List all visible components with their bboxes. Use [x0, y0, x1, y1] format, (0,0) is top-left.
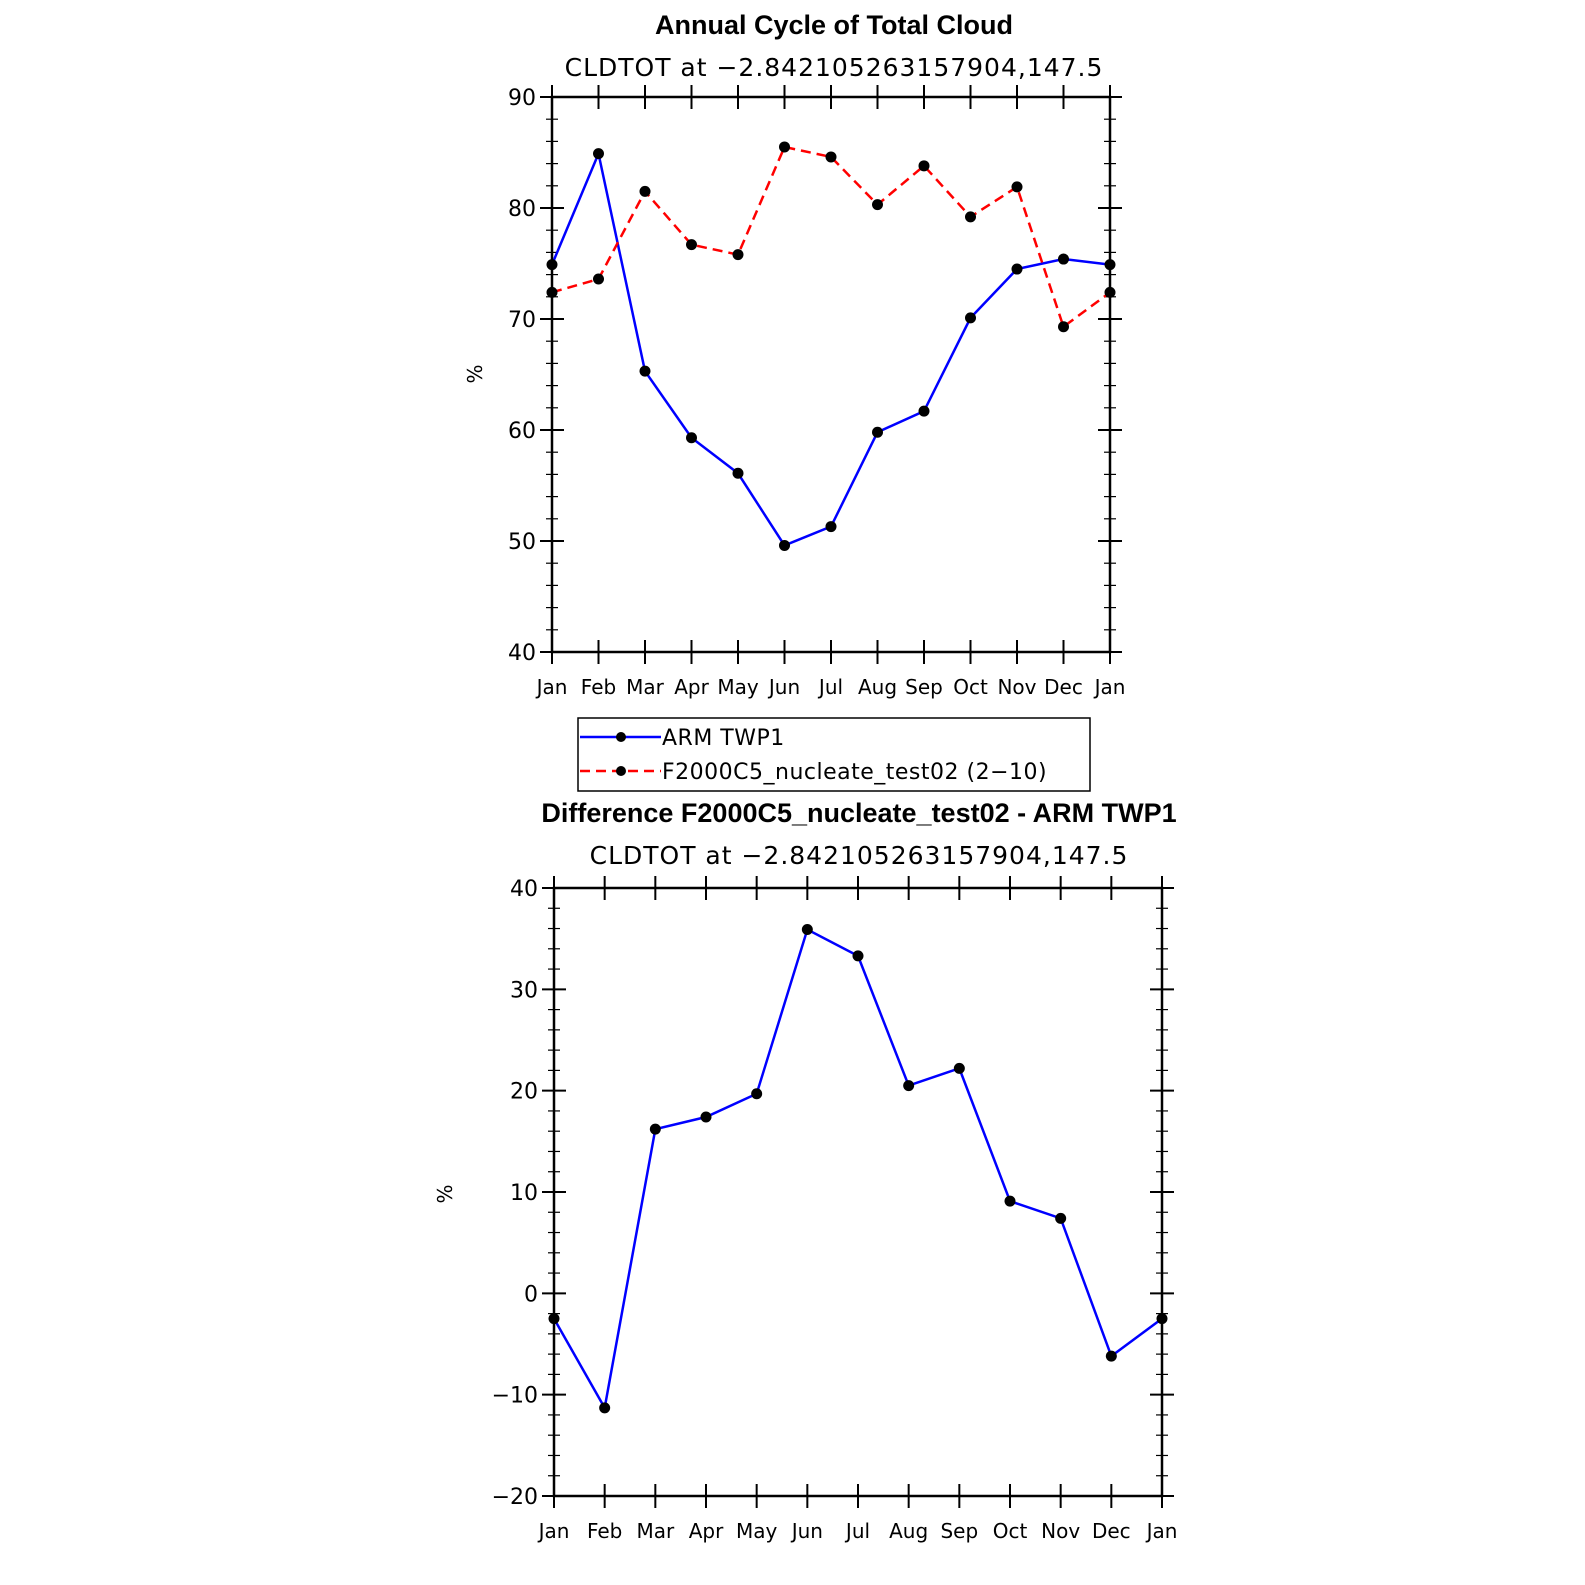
c1-ytick-label: 50 — [508, 530, 536, 555]
c1-series-0-point — [1011, 263, 1023, 275]
c2-plot-frame — [552, 886, 1164, 1498]
c1-series-0-point — [1104, 259, 1116, 271]
c1-series-1-point — [1011, 181, 1023, 193]
chart1-ylabel: % — [463, 364, 487, 383]
c2-xtick-label: Nov — [1041, 1519, 1080, 1543]
chart2-subtitle: CLDTOT at −2.842105263157904,147.5 — [590, 841, 1129, 870]
c2-ytick-label: 10 — [510, 1181, 538, 1206]
c1-ytick-label: 70 — [508, 308, 536, 333]
c2-series-line-0 — [552, 927, 1163, 1412]
c1-xtick-label: Sep — [905, 675, 943, 699]
c2-series-0-point — [852, 950, 864, 962]
c1-ytick-label: 60 — [508, 419, 536, 444]
legend-box — [577, 717, 1091, 792]
c1-xtick-label: May — [717, 675, 759, 699]
c1-xtick-label: Nov — [997, 675, 1036, 699]
c2-xtick-label: Jul — [844, 1519, 870, 1543]
c1-series-1-point — [779, 141, 790, 153]
c1-series-1-point — [593, 273, 604, 285]
c1-xtick-label: Mar — [626, 675, 665, 699]
chart2-title: Difference F2000C5_nucleate_test02 - ARM… — [541, 798, 1176, 828]
c2-xtick-label: Aug — [889, 1519, 928, 1543]
legend-label-arm: ARM TWP1 — [662, 726, 785, 751]
c2-xtick-label: Oct — [993, 1519, 1028, 1543]
c1-ytick-label: 80 — [508, 197, 536, 222]
c1-series-0-point — [918, 405, 930, 417]
c2-xtick-label: May — [736, 1519, 778, 1543]
difference-chart: Difference F2000C5_nucleate_test02 - ARM… — [433, 798, 1177, 1543]
c1-series-0-point — [825, 521, 837, 533]
c1-xtick-label: Feb — [581, 675, 616, 699]
c1-series-1-point — [686, 239, 697, 251]
legend-marker-model — [616, 766, 626, 776]
legend-marker-arm — [616, 732, 626, 742]
c2-ytick-label: 40 — [510, 877, 538, 902]
chart1-subtitle: CLDTOT at −2.842105263157904,147.5 — [565, 53, 1104, 82]
c1-series-1-point — [965, 211, 976, 223]
c1-series-1-point — [872, 199, 883, 211]
c1-series-1-point — [825, 151, 837, 163]
c2-series-0-point — [903, 1080, 915, 1092]
c1-series-0-point — [965, 312, 976, 324]
chart1-legend: ARM TWP1 F2000C5_nucleate_test02 (2−10) — [577, 717, 1091, 792]
c2-xtick-label: Feb — [587, 1519, 622, 1543]
c2-series-0-point — [953, 1062, 965, 1074]
c1-series-0-point — [1058, 253, 1069, 265]
chart2-ylabel: % — [433, 1184, 457, 1203]
c2-series-0-point — [1105, 1350, 1117, 1362]
c1-xtick-label: Jan — [535, 675, 568, 699]
c2-ytick-label: 20 — [510, 1080, 538, 1105]
c1-series-1-point — [732, 249, 744, 261]
c1-series-1-point — [639, 185, 651, 197]
c1-series-line-1 — [551, 145, 1111, 329]
c2-xtick-label: Apr — [689, 1519, 724, 1543]
c2-series-0-point — [548, 1313, 560, 1325]
c1-xtick-label: Apr — [674, 675, 709, 699]
c2-series-0-point — [700, 1111, 712, 1123]
c2-series-0-point — [649, 1123, 661, 1135]
c2-series-0-point — [1004, 1195, 1016, 1207]
c1-xtick-label: Oct — [953, 675, 988, 699]
c1-series-1-point — [918, 160, 930, 172]
c2-ytick-label: 0 — [524, 1282, 538, 1307]
c2-ytick-label: −20 — [492, 1485, 538, 1510]
c1-xtick-label: Aug — [858, 675, 897, 699]
c1-series-0-point — [872, 426, 883, 438]
c1-xtick-label: Jun — [767, 675, 800, 699]
c1-series-0-point — [732, 467, 744, 479]
c2-series-0-point — [599, 1402, 611, 1414]
c1-xtick-label: Dec — [1044, 675, 1083, 699]
c2-xtick-label: Jan — [1145, 1519, 1178, 1543]
c2-series-0-point — [1055, 1212, 1067, 1224]
c1-plot-frame — [550, 95, 1112, 654]
c1-series-0-point — [686, 432, 697, 444]
c2-ytick-label: −10 — [492, 1384, 538, 1409]
c2-xtick-label: Jun — [790, 1519, 823, 1543]
c2-xtick-label: Mar — [636, 1519, 675, 1543]
c1-series-0-point — [639, 365, 651, 377]
c1-series-1-point — [1058, 321, 1069, 333]
annual-cycle-chart: Annual Cycle of Total Cloud CLDTOT at −2… — [463, 10, 1125, 699]
c2-ytick-label: 30 — [510, 978, 538, 1003]
c2-series-0-point — [751, 1088, 763, 1100]
c2-xtick-label: Dec — [1092, 1519, 1131, 1543]
c1-xtick-label: Jul — [817, 675, 843, 699]
c1-series-0-point — [546, 259, 558, 271]
c2-xtick-label: Jan — [537, 1519, 570, 1543]
c1-ytick-label: 40 — [508, 641, 536, 666]
c1-series-0-point — [779, 539, 790, 551]
c2-series-0-point — [801, 924, 813, 936]
c1-ytick-label: 90 — [508, 86, 536, 111]
legend-label-model: F2000C5_nucleate_test02 (2−10) — [662, 760, 1047, 785]
c1-series-1-point — [546, 286, 558, 298]
c1-series-1-point — [1104, 286, 1116, 298]
c1-series-0-point — [593, 148, 604, 160]
chart1-title: Annual Cycle of Total Cloud — [655, 10, 1013, 40]
c1-xtick-label: Jan — [1093, 675, 1126, 699]
c2-xtick-label: Sep — [940, 1519, 978, 1543]
c2-series-0-point — [1156, 1313, 1168, 1325]
